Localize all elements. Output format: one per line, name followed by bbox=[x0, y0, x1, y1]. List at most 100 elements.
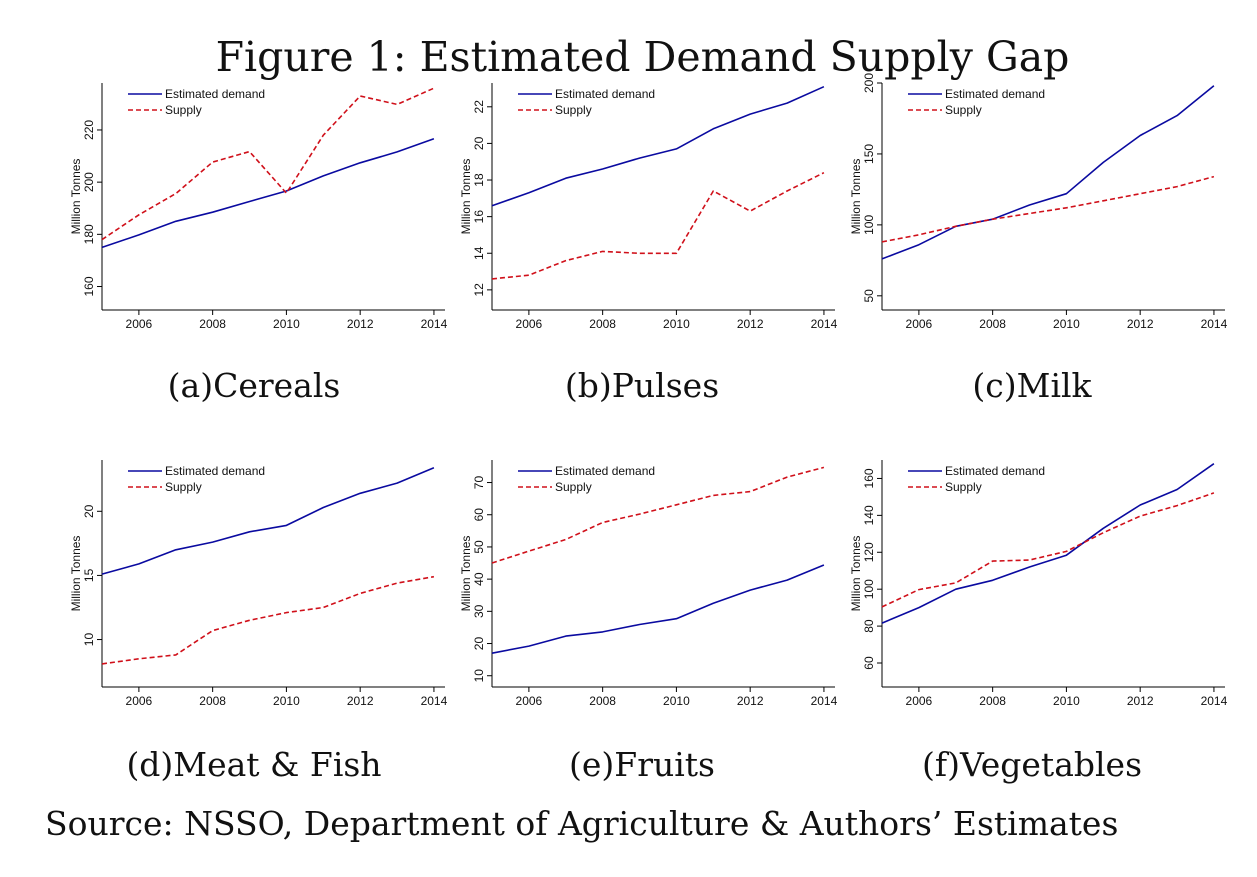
x-tick-label-d-0: 2006 bbox=[126, 694, 153, 708]
x-tick-label-f-1: 2008 bbox=[979, 694, 1006, 708]
y-tick-label-a-0: 160 bbox=[82, 276, 96, 296]
x-tick-label-b-3: 2012 bbox=[737, 317, 764, 331]
legend-label-e-0: Estimated demand bbox=[555, 464, 655, 478]
y-tick-label-b-1: 14 bbox=[472, 246, 486, 260]
x-tick-label-b-4: 2014 bbox=[811, 317, 838, 331]
legend-label-a-1: Supply bbox=[165, 103, 202, 117]
y-tick-label-e-2: 30 bbox=[472, 604, 486, 618]
x-tick-label-e-3: 2012 bbox=[737, 694, 764, 708]
x-tick-label-d-3: 2012 bbox=[347, 694, 374, 708]
series-line-d-1 bbox=[101, 575, 435, 665]
x-tick-label-f-0: 2006 bbox=[906, 694, 933, 708]
caption-d: (d)Meat & Fish bbox=[126, 745, 382, 784]
y-axis-label-e: Million Tonnes bbox=[459, 536, 473, 612]
x-tick-label-e-1: 2008 bbox=[589, 694, 616, 708]
y-tick-label-e-1: 20 bbox=[472, 637, 486, 651]
x-tick-label-c-3: 2012 bbox=[1127, 317, 1154, 331]
caption-e: (e)Fruits bbox=[569, 745, 715, 784]
series-line-c-0 bbox=[881, 85, 1215, 260]
y-tick-label-a-2: 200 bbox=[82, 172, 96, 192]
x-tick-label-c-0: 2006 bbox=[906, 317, 933, 331]
series-line-f-1 bbox=[881, 492, 1215, 608]
chart-panel-c: 50 100 150 200 2006 2008 2010 2012 2014 Million T… bbox=[849, 73, 1228, 331]
y-tick-label-a-3: 220 bbox=[82, 120, 96, 140]
y-tick-label-f-0: 60 bbox=[862, 656, 876, 670]
series-line-d-0 bbox=[101, 466, 435, 575]
x-tick-label-e-2: 2010 bbox=[663, 694, 690, 708]
chart-panel-b: 12 14 16 18 20 22 2006 2008 2010 2012 2014 Million … bbox=[459, 83, 838, 331]
chart-panel-a: 160 180 200 220 2006 2008 2010 2012 2014 Million … bbox=[69, 83, 448, 331]
legend-label-d-0: Estimated demand bbox=[165, 464, 265, 478]
legend-label-b-0: Estimated demand bbox=[555, 87, 655, 101]
y-tick-label-c-2: 150 bbox=[862, 144, 876, 164]
y-tick-label-b-0: 12 bbox=[472, 283, 486, 297]
y-tick-label-d-0: 10 bbox=[82, 633, 96, 647]
y-axis-label-c: Million Tonnes bbox=[849, 159, 863, 235]
legend-label-c-0: Estimated demand bbox=[945, 87, 1045, 101]
legend-label-d-1: Supply bbox=[165, 480, 202, 494]
caption-c: (c)Milk bbox=[972, 366, 1092, 405]
y-axis-label-b: Million Tonnes bbox=[459, 159, 473, 235]
x-tick-label-f-4: 2014 bbox=[1201, 694, 1228, 708]
y-tick-label-f-5: 160 bbox=[862, 468, 876, 488]
legend-label-f-0: Estimated demand bbox=[945, 464, 1045, 478]
y-axis-label-d: Million Tonnes bbox=[69, 536, 83, 612]
x-tick-label-d-1: 2008 bbox=[199, 694, 226, 708]
legend-label-c-1: Supply bbox=[945, 103, 982, 117]
x-tick-label-c-4: 2014 bbox=[1201, 317, 1228, 331]
chart-panel-f: 60 80 100 120 140 160 2006 2008 2010 2012 2014 Mill… bbox=[849, 460, 1228, 708]
y-tick-label-b-4: 20 bbox=[472, 136, 486, 150]
series-line-b-1 bbox=[491, 171, 825, 280]
chart-panel-d: 10 15 20 2006 2008 2010 2012 2014 Million Tonnes… bbox=[69, 460, 448, 708]
chart-panel-e: 10 20 30 40 50 60 70 2006 2008 2010 2012 2014 Millio… bbox=[459, 460, 838, 708]
y-tick-label-e-3: 40 bbox=[472, 572, 486, 586]
figure-source: Source: NSSO, Department of Agriculture … bbox=[45, 804, 1119, 843]
y-tick-label-d-1: 15 bbox=[82, 568, 96, 582]
y-tick-label-e-5: 60 bbox=[472, 508, 486, 522]
y-tick-label-c-1: 100 bbox=[862, 215, 876, 235]
y-tick-label-b-5: 22 bbox=[472, 100, 486, 114]
x-tick-label-a-0: 2006 bbox=[126, 317, 153, 331]
figure-title: Figure 1: Estimated Demand Supply Gap bbox=[215, 33, 1070, 81]
x-tick-label-a-1: 2008 bbox=[199, 317, 226, 331]
x-tick-label-e-0: 2006 bbox=[516, 694, 543, 708]
y-tick-label-f-2: 100 bbox=[862, 579, 876, 599]
x-tick-label-b-2: 2010 bbox=[663, 317, 690, 331]
x-tick-label-c-1: 2008 bbox=[979, 317, 1006, 331]
y-tick-label-c-0: 50 bbox=[862, 289, 876, 303]
series-line-a-1 bbox=[101, 87, 435, 241]
x-tick-label-c-2: 2010 bbox=[1053, 317, 1080, 331]
legend-label-e-1: Supply bbox=[555, 480, 592, 494]
caption-b: (b)Pulses bbox=[564, 366, 720, 405]
y-tick-label-b-2: 16 bbox=[472, 210, 486, 224]
x-tick-label-f-2: 2010 bbox=[1053, 694, 1080, 708]
legend-label-f-1: Supply bbox=[945, 480, 982, 494]
series-line-e-1 bbox=[491, 466, 825, 564]
x-tick-label-b-1: 2008 bbox=[589, 317, 616, 331]
caption-a: (a)Cereals bbox=[167, 366, 341, 405]
x-tick-label-b-0: 2006 bbox=[516, 317, 543, 331]
series-line-e-0 bbox=[491, 564, 825, 654]
y-tick-label-d-2: 20 bbox=[82, 504, 96, 518]
y-tick-label-a-1: 180 bbox=[82, 224, 96, 244]
y-axis-label-f: Million Tonnes bbox=[849, 536, 863, 612]
y-tick-label-c-3: 200 bbox=[862, 73, 876, 93]
y-tick-label-f-3: 120 bbox=[862, 542, 876, 562]
series-line-b-0 bbox=[491, 85, 825, 207]
y-tick-label-e-4: 50 bbox=[472, 540, 486, 554]
x-tick-label-a-2: 2010 bbox=[273, 317, 300, 331]
x-tick-label-e-4: 2014 bbox=[811, 694, 838, 708]
legend-label-b-1: Supply bbox=[555, 103, 592, 117]
series-line-a-0 bbox=[101, 138, 435, 249]
series-line-f-0 bbox=[881, 463, 1215, 624]
y-tick-label-f-1: 80 bbox=[862, 619, 876, 633]
series-line-c-1 bbox=[881, 175, 1215, 243]
y-tick-label-b-3: 18 bbox=[472, 173, 486, 187]
legend-label-a-0: Estimated demand bbox=[165, 87, 265, 101]
x-tick-label-d-4: 2014 bbox=[421, 694, 448, 708]
y-tick-label-e-0: 10 bbox=[472, 669, 486, 683]
x-tick-label-a-3: 2012 bbox=[347, 317, 374, 331]
x-tick-label-d-2: 2010 bbox=[273, 694, 300, 708]
x-tick-label-a-4: 2014 bbox=[421, 317, 448, 331]
